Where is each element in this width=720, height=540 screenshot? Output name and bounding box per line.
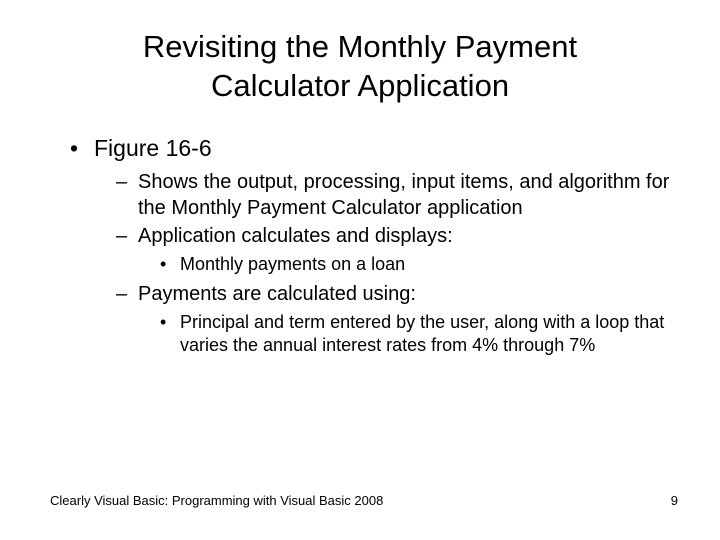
title-line-2: Calculator Application	[211, 68, 509, 103]
sub-item-text: Application calculates and displays:	[138, 225, 453, 247]
bullet-item-figure: Figure 16-6 Shows the output, processing…	[70, 134, 670, 358]
sub-item-text: Payments are calculated using:	[138, 283, 416, 305]
sub-item-payments: Payments are calculated using: Principal…	[116, 281, 670, 358]
footer-book-title: Clearly Visual Basic: Programming with V…	[50, 493, 383, 508]
bullet-list-level3: Principal and term entered by the user, …	[138, 311, 670, 358]
bullet-list-level2: Shows the output, processing, input item…	[94, 169, 670, 357]
bullet-text: Figure 16-6	[94, 135, 212, 161]
bullet-list-level3: Monthly payments on a loan	[138, 253, 670, 276]
sub-item-shows: Shows the output, processing, input item…	[116, 169, 670, 221]
footer-page-number: 9	[671, 493, 678, 508]
sub-sub-item-principal: Principal and term entered by the user, …	[160, 311, 670, 358]
slide-title: Revisiting the Monthly Payment Calculato…	[50, 28, 670, 106]
sub-sub-item-text: Principal and term entered by the user, …	[180, 312, 664, 355]
title-line-1: Revisiting the Monthly Payment	[143, 29, 577, 64]
sub-sub-item-text: Monthly payments on a loan	[180, 254, 405, 274]
sub-item-text: Shows the output, processing, input item…	[138, 171, 669, 219]
sub-sub-item-monthly: Monthly payments on a loan	[160, 253, 670, 276]
bullet-list-level1: Figure 16-6 Shows the output, processing…	[50, 134, 670, 358]
sub-item-calculates: Application calculates and displays: Mon…	[116, 223, 670, 276]
